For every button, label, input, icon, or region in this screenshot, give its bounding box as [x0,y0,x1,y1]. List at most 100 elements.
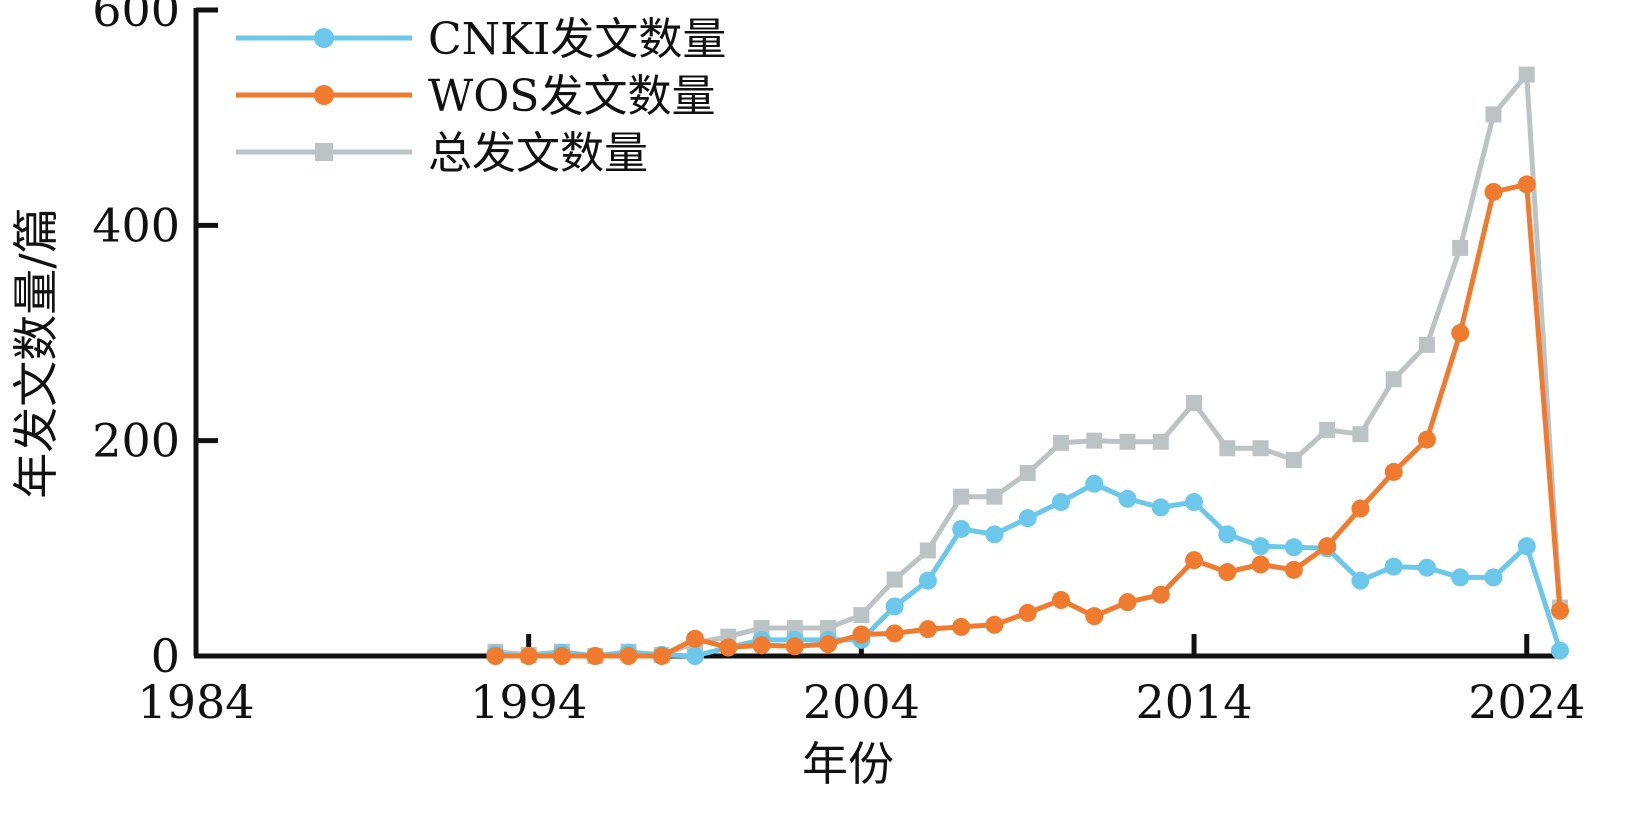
data-point [1085,607,1104,626]
data-point [1051,591,1070,610]
y-tick-label: 400 [92,198,180,252]
data-point [1185,551,1204,570]
data-point [719,638,738,657]
data-point [886,571,903,588]
data-point [486,647,505,665]
axis-ticks: 0 200 400 600 1984 1994 2004 2014 2024 [92,0,1585,729]
data-point [953,488,970,505]
data-point [852,625,871,644]
data-point [1118,489,1137,508]
data-point [1019,464,1036,481]
series-layer [486,66,1569,665]
data-point [1251,555,1270,574]
data-point [1018,603,1037,622]
y-tick-label: 0 [151,629,180,683]
data-point [1517,175,1536,194]
data-point [1385,371,1402,388]
data-point [1451,568,1470,587]
legend-item: CNKI发文数量 [236,14,726,65]
x-tick-label: 1984 [137,675,254,729]
series-3 [487,66,1568,664]
data-point [1417,430,1436,449]
data-point [1517,537,1536,556]
data-point [1119,433,1136,450]
data-point [1219,440,1236,457]
data-point [1484,568,1503,587]
data-point [1185,493,1204,512]
data-point [1384,557,1403,576]
data-point [1484,182,1503,201]
data-point [1118,593,1137,612]
data-point [885,624,904,643]
data-point [952,617,971,636]
y-tick-label: 600 [92,0,180,37]
data-point [918,620,937,639]
data-point [1351,571,1370,590]
data-point [1186,394,1203,411]
data-point [1351,499,1370,518]
data-point [985,615,1004,634]
data-point [686,629,705,648]
data-point [1252,440,1269,457]
data-point [1251,537,1270,556]
data-point [1151,498,1170,517]
x-tick-label: 1994 [470,675,587,729]
data-point [1551,641,1569,660]
data-point [1518,66,1535,83]
data-point [1318,537,1337,556]
data-point [586,647,605,665]
data-point [919,542,936,559]
data-point [652,647,671,665]
legend-item: WOS发文数量 [236,71,715,122]
data-point [619,647,638,665]
data-point [785,637,804,656]
data-point [1418,336,1435,353]
data-point [1551,601,1569,620]
series-1 [486,474,1569,665]
data-point [686,647,705,665]
data-point [952,519,971,538]
legend-label: WOS发文数量 [428,71,715,122]
data-point [918,571,937,590]
data-point [1417,558,1436,577]
data-point [1218,525,1237,544]
series-line [495,181,1563,659]
data-point [1151,585,1170,604]
data-point [1451,324,1470,342]
data-point [1018,509,1037,528]
data-point [1485,106,1502,123]
x-tick-label: 2024 [1468,675,1585,729]
legend-item: 总发文数量 [236,128,648,179]
x-tick-label: 2004 [803,675,920,729]
legend-swatch-marker [314,28,334,48]
data-point [1352,426,1369,443]
legend-label: CNKI发文数量 [428,14,726,65]
y-tick-label: 200 [92,414,180,468]
data-point [1086,432,1103,449]
data-point [853,607,870,624]
data-point [519,647,538,665]
data-point [1152,433,1169,450]
axes [193,8,1560,659]
data-point [985,525,1004,544]
data-point [1319,421,1336,438]
data-point [885,597,904,616]
y-axis-title: 年发文数量/篇 [9,207,63,499]
data-point [1284,538,1303,557]
data-point [552,647,571,665]
data-point [1051,493,1070,512]
data-point [1284,560,1303,579]
series-2 [486,175,1569,665]
data-point [1452,239,1469,256]
legend-swatch-marker [315,143,333,161]
data-point [1085,474,1104,493]
data-point [1218,563,1237,582]
x-tick-label: 2014 [1136,675,1253,729]
data-point [1285,452,1302,469]
legend-label: 总发文数量 [428,128,648,179]
legend-swatch-marker [314,85,334,105]
data-point [1052,434,1069,451]
data-point [1384,462,1403,481]
